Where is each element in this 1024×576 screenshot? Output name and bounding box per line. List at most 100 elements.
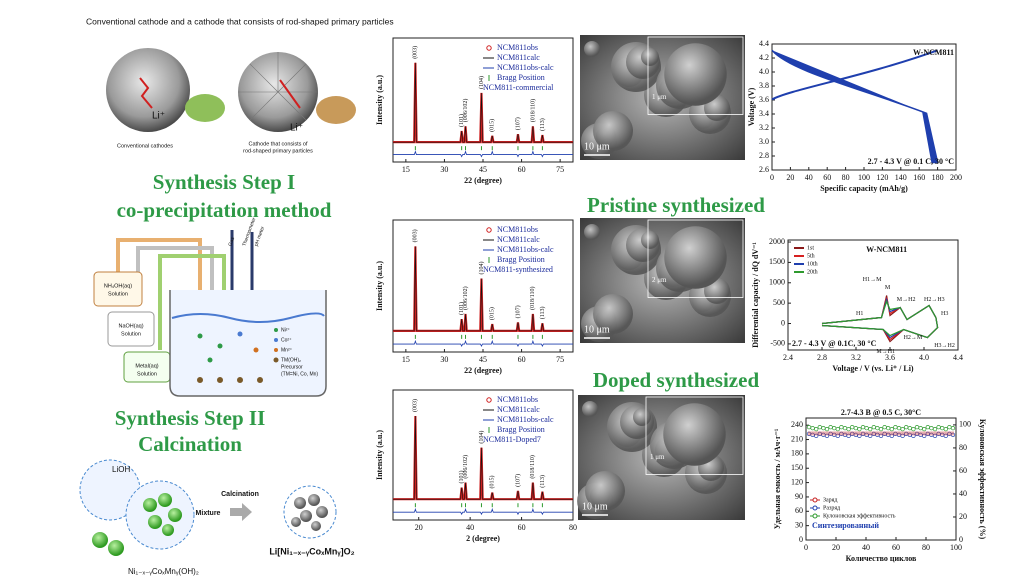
- reagent: Solution: [121, 331, 141, 337]
- cycle-marker: [950, 432, 956, 438]
- sem-particle: [641, 231, 659, 249]
- scale-label: 1 μm: [650, 453, 665, 461]
- peak-label: (015): [489, 307, 496, 320]
- legend-label: NCM811-commercial: [483, 83, 554, 92]
- reactor: [169, 290, 327, 397]
- peak-label: (104): [478, 262, 485, 275]
- cycle-marker: [932, 427, 938, 432]
- phase-label: H3: [941, 311, 948, 317]
- x-axis-label: 2 (degree): [466, 534, 500, 543]
- calc-pattern: [393, 246, 573, 332]
- sem-inset: [647, 36, 744, 115]
- caption: rod-shaped primary particles: [243, 148, 313, 154]
- y-tick-label: 2.6: [759, 165, 769, 174]
- phase-label: M→H2: [897, 297, 916, 303]
- peak-label: (018/110): [529, 455, 536, 478]
- legend-label: NCM811obs-calc: [497, 415, 554, 424]
- peak-label: (113): [539, 475, 546, 488]
- y-tick-label: 150: [791, 463, 803, 472]
- discharge-curve: [771, 49, 939, 164]
- peak-label: (003): [412, 399, 419, 412]
- step-method: co-precipitation method: [117, 198, 332, 222]
- product-formula: Li[Ni₁₋ₓ₋ᵧCoₓMnᵧ]O₂: [269, 546, 354, 556]
- x-tick-label: 80: [842, 173, 850, 182]
- y-axis-label: Intensity (a.u.): [375, 430, 384, 480]
- x-axis-label: Specific capacity (mAh/g): [820, 184, 908, 193]
- phase-label: H2→H3: [924, 297, 945, 303]
- y-axis-label: Differential capacity / dQ dV⁻¹: [751, 242, 760, 348]
- chart-title: W-NCM811: [913, 48, 954, 57]
- cycle-marker: [922, 433, 927, 439]
- reagent: Solution: [108, 291, 128, 297]
- y2-tick-label: 100: [959, 420, 971, 429]
- legend-label: (TM=Ni, Co, Mn): [281, 371, 318, 377]
- li-label: Li⁺: [290, 123, 303, 134]
- sem-particle: [641, 48, 659, 66]
- cycle-marker: [857, 433, 862, 439]
- chart-tag: Синтезированный: [812, 521, 879, 530]
- process-label: Mixture: [196, 510, 221, 517]
- legend-label: Mn²⁺: [281, 347, 293, 353]
- cycle-marker: [943, 427, 948, 432]
- y-tick-label: 90: [795, 492, 803, 501]
- x-tick-label: 160: [913, 173, 925, 182]
- y-tick-label: 3.2: [759, 123, 769, 132]
- y-tick-label: 3.0: [759, 137, 769, 146]
- scale-label: 10 μm: [582, 501, 608, 512]
- y-axis-label: Voltage (V): [747, 87, 756, 126]
- scale-label: 10 μm: [584, 324, 610, 335]
- phase-label: H1: [856, 311, 863, 317]
- cycle-marker: [943, 433, 948, 439]
- rod-lines: [238, 52, 318, 121]
- peak-label: (015): [489, 119, 496, 132]
- legend-label: NCM811calc: [497, 235, 540, 244]
- cycle-marker: [911, 427, 916, 432]
- legend-label: 1st: [807, 245, 814, 251]
- peak-label: (003): [412, 46, 419, 59]
- y-axis-label: Intensity (a.u.): [375, 261, 384, 311]
- peak-label: (018/110): [529, 99, 536, 122]
- reagent: Solution: [137, 371, 157, 377]
- sem-inset: [645, 396, 744, 475]
- x-tick-label: 3.2: [851, 353, 861, 362]
- y2-axis-label: Кулоновская эффективность (%): [978, 419, 987, 540]
- x-tick-label: 60: [518, 523, 526, 532]
- peak-label: (113): [539, 306, 546, 319]
- peak-label: (104): [478, 431, 485, 444]
- legend-label: Заряд: [823, 497, 837, 503]
- legend-symbol: [812, 505, 818, 511]
- x-tick-label: 100: [858, 173, 870, 182]
- charge-band: [808, 431, 954, 436]
- precursor-balls: [92, 493, 182, 556]
- legend-symbol: [812, 513, 818, 519]
- y-tick-label: 2000: [769, 237, 785, 246]
- y-tick-label: 3.6: [759, 95, 769, 104]
- section-title: Doped synthesized: [593, 368, 760, 392]
- x-tick-label: 100: [950, 543, 962, 552]
- y2-tick-label: 60: [959, 466, 967, 475]
- legend-label: Bragg Position: [497, 425, 545, 434]
- x-tick-label: 2.8: [817, 353, 827, 362]
- x-tick-label: 2.4: [783, 353, 793, 362]
- x-tick-label: 60: [518, 355, 526, 364]
- cycle-marker: [932, 433, 938, 439]
- cycle-marker: [835, 427, 840, 432]
- peak-label: (006/102): [462, 286, 469, 310]
- y2-tick-label: 40: [959, 489, 967, 498]
- sem-particle: [633, 408, 651, 426]
- y-tick-label: 2.8: [759, 151, 769, 160]
- legend-label: NCM811calc: [497, 405, 540, 414]
- cycle-marker: [911, 433, 916, 439]
- y-tick-label: 1000: [769, 278, 785, 287]
- sem-inset-particle: [663, 403, 726, 466]
- x-tick-label: 4.4: [953, 353, 963, 362]
- legend-label: 5th: [807, 253, 815, 259]
- calc-pattern: [393, 415, 573, 500]
- cycle-marker: [824, 427, 830, 432]
- step-title: Synthesis Step II: [115, 406, 266, 430]
- legend-label: Разряд: [823, 505, 840, 511]
- caption: Cathode that consists of: [248, 141, 307, 147]
- legend-label: Precursor: [281, 364, 303, 370]
- legend-label: Кулоновская эффективность: [823, 512, 896, 519]
